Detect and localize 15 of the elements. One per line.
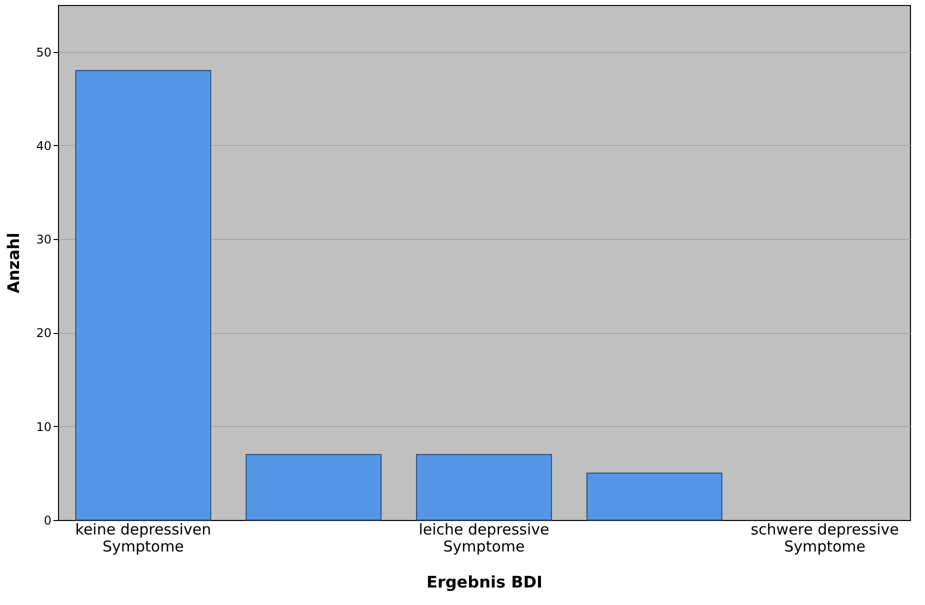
y-tick-label: 50 <box>36 45 52 60</box>
y-axis-title: Anzahl <box>4 232 24 294</box>
x-tick-label: leiche depressive Symptome <box>418 520 550 556</box>
x-tick-label: schwere depressive Symptome <box>750 520 899 556</box>
bar <box>75 70 212 520</box>
y-tick-label: 40 <box>36 138 52 153</box>
bar <box>246 454 382 520</box>
y-tick-label: 20 <box>36 326 52 340</box>
y-tick-label: 0 <box>44 514 52 528</box>
x-tick-label: keine depressiven Symptome <box>75 520 212 556</box>
x-axis-title: Ergebnis BDI <box>426 572 542 592</box>
y-tick-label: 10 <box>36 420 52 434</box>
bar <box>586 472 722 520</box>
y-tick-label: 30 <box>36 232 52 247</box>
bar <box>416 454 552 520</box>
